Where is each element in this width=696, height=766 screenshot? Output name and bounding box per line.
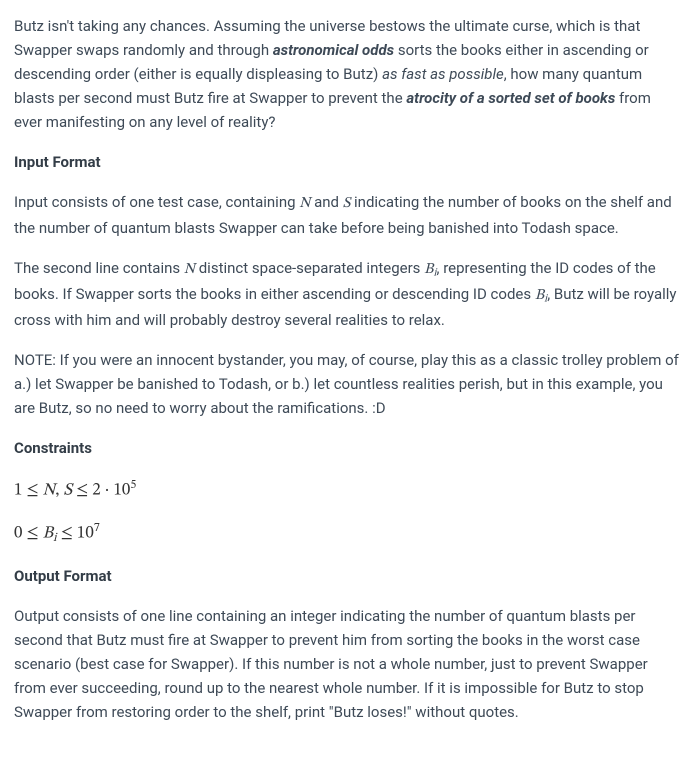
note-paragraph: NOTE: If you were an innocent bystander,… [14, 348, 682, 420]
math-N-2: N [184, 262, 195, 277]
intro-italic-1: as fast as possible [382, 65, 504, 83]
input-format-heading: Input Format [14, 150, 682, 174]
math-Bi: Bi [424, 262, 436, 277]
input-paragraph-1: Input consists of one test case, contain… [14, 190, 682, 240]
constraints-heading: Constraints [14, 436, 682, 460]
output-format-heading: Output Format [14, 564, 682, 588]
math-N: N [299, 196, 310, 211]
constraint-line-2: 0 ≤ Bi ≤ 107 [14, 519, 682, 548]
input2-b: distinct space-separated integers [195, 259, 424, 277]
input2-a: The second line contains [14, 259, 184, 277]
intro-emph-1: astronomical odds [273, 41, 394, 59]
output-paragraph: Output consists of one line containing a… [14, 604, 682, 724]
input1-b: and [310, 193, 342, 211]
input-paragraph-2: The second line contains N distinct spac… [14, 256, 682, 332]
intro-emph-2: atrocity of a sorted set of books [406, 89, 615, 107]
math-Bi-2: Bi [535, 288, 547, 303]
intro-paragraph: Butz isn't taking any chances. Assuming … [14, 14, 682, 134]
input1-a: Input consists of one test case, contain… [14, 193, 299, 211]
constraint-line-1: 1 ≤ N, S ≤ 2 · 105 [14, 476, 682, 505]
